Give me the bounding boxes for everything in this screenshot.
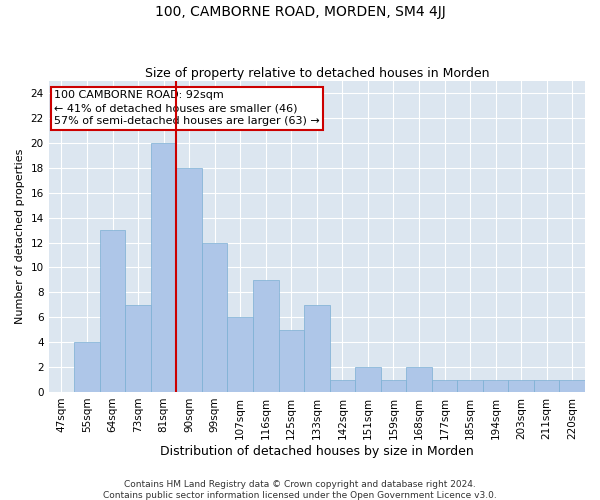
- Bar: [100, 230, 125, 392]
- Bar: [508, 380, 534, 392]
- Bar: [329, 380, 355, 392]
- Bar: [483, 380, 508, 392]
- Bar: [457, 380, 483, 392]
- Y-axis label: Number of detached properties: Number of detached properties: [15, 148, 25, 324]
- Bar: [151, 143, 176, 392]
- Bar: [432, 380, 457, 392]
- Title: Size of property relative to detached houses in Morden: Size of property relative to detached ho…: [145, 66, 489, 80]
- Bar: [125, 305, 151, 392]
- Bar: [227, 317, 253, 392]
- Bar: [74, 342, 100, 392]
- Text: 100, CAMBORNE ROAD, MORDEN, SM4 4JJ: 100, CAMBORNE ROAD, MORDEN, SM4 4JJ: [155, 5, 445, 19]
- Bar: [534, 380, 559, 392]
- Bar: [202, 242, 227, 392]
- Bar: [559, 380, 585, 392]
- Text: 100 CAMBORNE ROAD: 92sqm
← 41% of detached houses are smaller (46)
57% of semi-d: 100 CAMBORNE ROAD: 92sqm ← 41% of detach…: [54, 90, 320, 126]
- Text: Contains HM Land Registry data © Crown copyright and database right 2024.
Contai: Contains HM Land Registry data © Crown c…: [103, 480, 497, 500]
- Bar: [380, 380, 406, 392]
- Bar: [253, 280, 278, 392]
- Bar: [304, 305, 329, 392]
- X-axis label: Distribution of detached houses by size in Morden: Distribution of detached houses by size …: [160, 444, 474, 458]
- Bar: [406, 367, 432, 392]
- Bar: [278, 330, 304, 392]
- Bar: [176, 168, 202, 392]
- Bar: [355, 367, 380, 392]
